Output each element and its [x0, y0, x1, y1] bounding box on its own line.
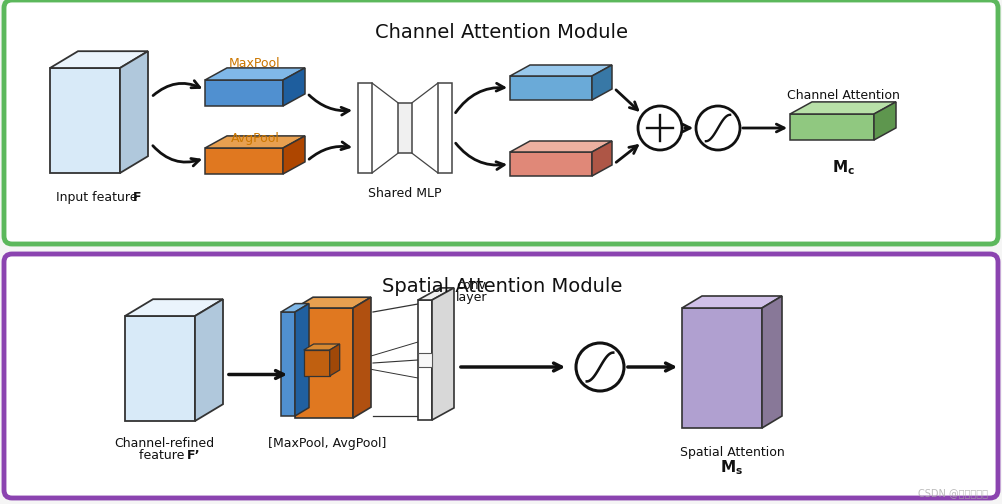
Polygon shape — [509, 65, 611, 76]
Polygon shape — [790, 114, 873, 140]
Text: $\mathbf{M_c}$: $\mathbf{M_c}$ — [831, 158, 854, 177]
Polygon shape — [281, 312, 295, 416]
Polygon shape — [295, 303, 309, 416]
Polygon shape — [681, 308, 762, 428]
Text: AvgPool: AvgPool — [230, 132, 280, 145]
Text: F’: F’ — [187, 449, 200, 462]
Polygon shape — [50, 68, 120, 173]
Polygon shape — [509, 152, 591, 176]
Polygon shape — [281, 303, 309, 312]
Text: Channel-refined: Channel-refined — [114, 437, 213, 450]
Polygon shape — [204, 80, 283, 106]
Text: Spatial Attention Module: Spatial Attention Module — [382, 277, 621, 295]
Polygon shape — [873, 102, 895, 140]
Polygon shape — [418, 300, 432, 420]
Text: Channel Attention: Channel Attention — [786, 89, 899, 102]
Polygon shape — [295, 308, 353, 418]
Polygon shape — [295, 297, 371, 308]
Polygon shape — [50, 51, 148, 68]
Polygon shape — [120, 51, 148, 173]
Polygon shape — [304, 344, 340, 350]
Text: MaxPool: MaxPool — [229, 57, 281, 70]
Polygon shape — [204, 136, 305, 148]
Polygon shape — [358, 83, 372, 173]
Polygon shape — [125, 299, 222, 316]
Polygon shape — [509, 76, 591, 100]
Text: Spatial Attention: Spatial Attention — [679, 446, 784, 459]
Polygon shape — [330, 344, 340, 376]
Text: layer: layer — [456, 291, 487, 304]
FancyBboxPatch shape — [4, 254, 997, 498]
Text: [MaxPool, AvgPool]: [MaxPool, AvgPool] — [268, 437, 386, 451]
Polygon shape — [398, 103, 412, 153]
Polygon shape — [509, 141, 611, 152]
Polygon shape — [204, 148, 283, 174]
Polygon shape — [432, 288, 454, 420]
Polygon shape — [762, 296, 782, 428]
Text: Shared MLP: Shared MLP — [368, 187, 441, 200]
Text: feature: feature — [139, 449, 188, 462]
Text: F: F — [132, 191, 141, 204]
Text: conv: conv — [456, 279, 485, 292]
Text: CSDN @迪菲赫尔曼: CSDN @迪菲赫尔曼 — [917, 488, 987, 498]
Polygon shape — [438, 83, 452, 173]
Text: Input feature: Input feature — [56, 191, 141, 204]
Polygon shape — [125, 316, 194, 421]
Polygon shape — [591, 65, 611, 100]
Polygon shape — [283, 68, 305, 106]
Polygon shape — [790, 102, 895, 114]
Polygon shape — [681, 296, 782, 308]
Polygon shape — [304, 350, 330, 376]
FancyBboxPatch shape — [4, 0, 997, 244]
Polygon shape — [194, 299, 222, 421]
Text: $\mathbf{M_s}$: $\mathbf{M_s}$ — [719, 458, 742, 477]
Polygon shape — [591, 141, 611, 176]
Text: Channel Attention Module: Channel Attention Module — [375, 23, 628, 41]
Polygon shape — [418, 288, 454, 300]
Polygon shape — [418, 353, 432, 367]
Polygon shape — [283, 136, 305, 174]
Polygon shape — [353, 297, 371, 418]
Polygon shape — [204, 68, 305, 80]
